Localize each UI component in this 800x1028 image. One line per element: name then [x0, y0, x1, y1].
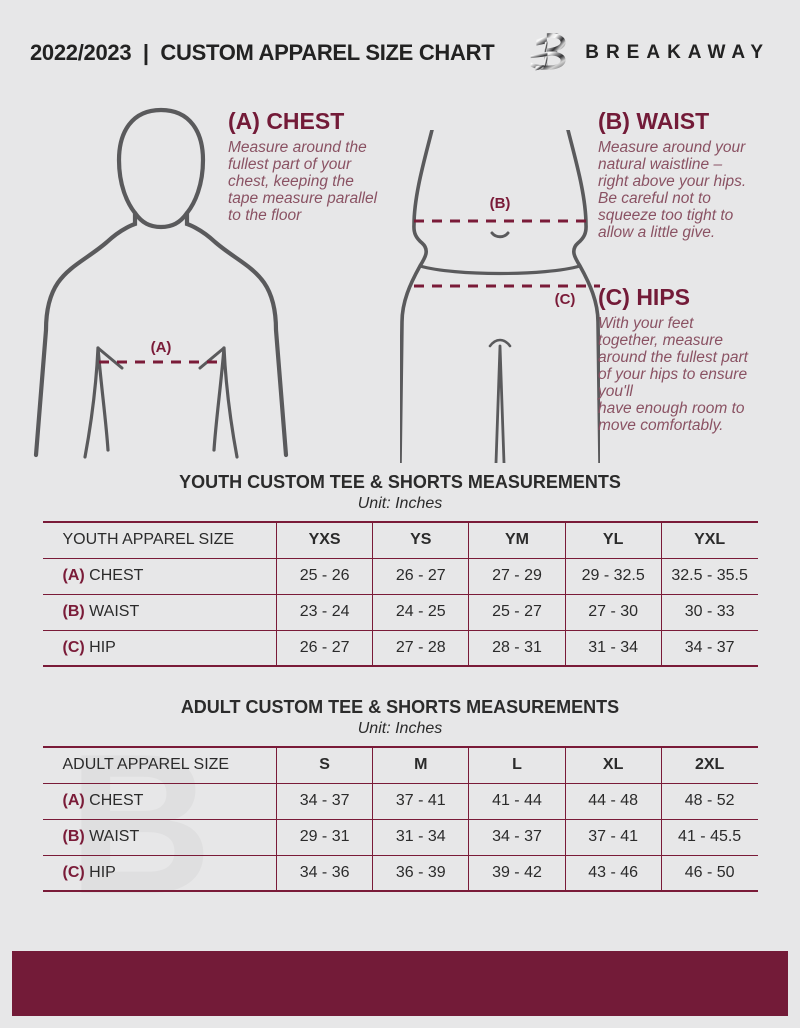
svg-text:(A): (A)	[151, 339, 172, 356]
svg-text:(B): (B)	[490, 195, 511, 212]
svg-text:(C): (C)	[555, 291, 576, 308]
